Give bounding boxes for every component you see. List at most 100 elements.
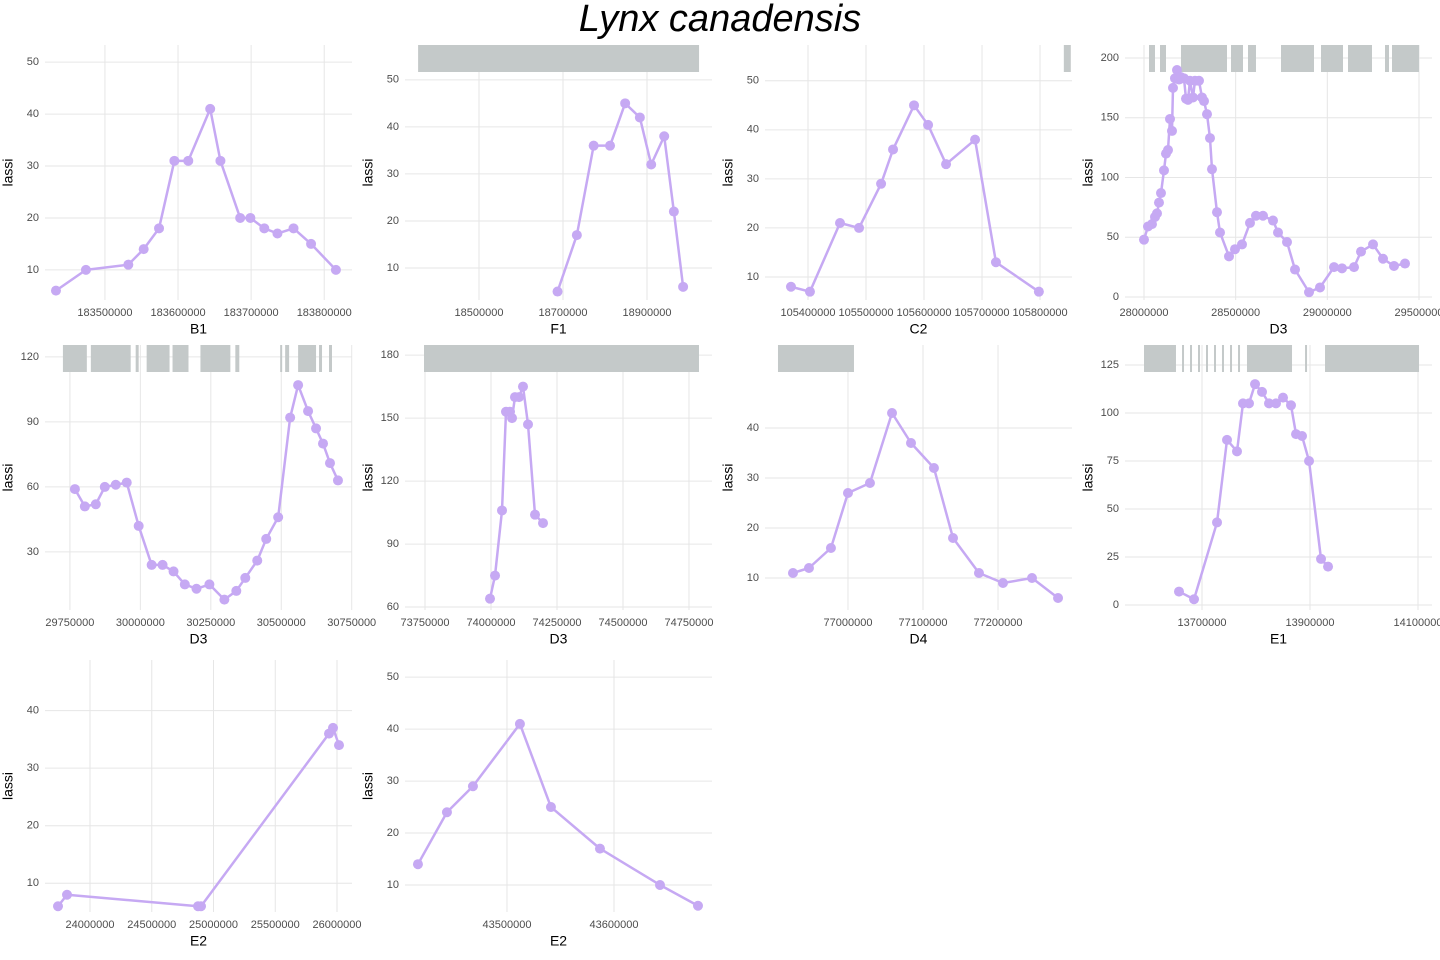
panel: 0 25 50 75 100 125 13700000 13900000 14100000 E1 l… (1080, 345, 1440, 647)
point (259, 223, 270, 234)
point (1206, 164, 1217, 175)
panel: 30 60 90 120 29750000 30000000 30250000 3050000… (0, 345, 376, 647)
region (172, 345, 189, 372)
y-tick-label: 40 (747, 422, 759, 434)
point (997, 578, 1008, 588)
region (1320, 45, 1343, 72)
point (303, 406, 314, 417)
region (1063, 45, 1071, 72)
point (219, 594, 230, 605)
point (1151, 208, 1162, 219)
point (1297, 431, 1308, 442)
region (1280, 45, 1314, 72)
y-tick-label: 40 (747, 124, 759, 136)
point (804, 286, 815, 297)
point (240, 572, 251, 583)
point (1250, 210, 1261, 221)
y-tick-label: 30 (27, 762, 39, 774)
point (80, 264, 91, 275)
x-tick-label: 43600000 (590, 919, 639, 931)
point (1244, 217, 1255, 228)
x-tick-label: 74500000 (599, 617, 648, 629)
point (1162, 145, 1173, 156)
y-tick-label: 50 (1107, 231, 1119, 243)
region (1384, 45, 1389, 72)
point (154, 223, 165, 234)
point (169, 155, 180, 166)
point (168, 566, 179, 577)
point (1278, 392, 1289, 403)
point (215, 155, 226, 166)
point (854, 222, 865, 233)
series-line (73, 383, 340, 601)
x-tick-label: 183700000 (224, 307, 279, 319)
y-tick-label: 10 (387, 262, 399, 274)
point (876, 178, 887, 189)
y-tick-label: 50 (387, 74, 399, 86)
y-tick-label: 50 (387, 671, 399, 683)
point (1174, 586, 1185, 597)
y-tick-label: 125 (1101, 359, 1119, 371)
y-axis-title: lassi (360, 772, 376, 800)
point (1257, 210, 1268, 221)
point (205, 103, 216, 114)
y-tick-label: 20 (747, 522, 759, 534)
y-tick-label: 30 (387, 775, 399, 787)
y-tick-label: 0 (1113, 291, 1119, 303)
x-tick-label: 14100000 (1394, 617, 1440, 629)
point (1198, 96, 1209, 107)
point (530, 509, 541, 520)
y-tick-label: 90 (387, 538, 399, 550)
region (1230, 345, 1233, 372)
y-tick-label: 30 (387, 168, 399, 180)
y-tick-label: 200 (1101, 52, 1119, 64)
point (235, 212, 246, 223)
panel: 60 90 120 150 180 73750000 74000000 74250000 745… (360, 345, 714, 647)
point (90, 499, 101, 510)
point (272, 228, 283, 239)
point (970, 134, 981, 145)
x-tick-label: 30250000 (186, 617, 235, 629)
x-tick-label: 25000000 (189, 919, 238, 931)
y-tick-label: 20 (27, 820, 39, 832)
point (514, 718, 525, 729)
panel: 10 20 30 40 77000000 77100000 77200000 D4 lassi (720, 345, 1072, 647)
x-tick-label: 74000000 (467, 617, 516, 629)
x-tick-label: 77000000 (824, 617, 873, 629)
y-tick-label: 150 (1101, 112, 1119, 124)
series-line (488, 385, 544, 599)
y-tick-label: 20 (387, 215, 399, 227)
point (588, 140, 599, 151)
y-tick-label: 10 (27, 264, 39, 276)
y-tick-label: 10 (27, 877, 39, 889)
point (787, 568, 798, 578)
point (785, 281, 796, 292)
x-tick-label: 30500000 (257, 617, 306, 629)
point (53, 901, 64, 912)
y-axis-title: lassi (720, 463, 736, 491)
point (245, 212, 256, 223)
y-axis-title: lassi (360, 463, 376, 491)
y-tick-label: 30 (747, 173, 759, 185)
y-tick-label: 40 (27, 108, 39, 120)
region (1347, 45, 1372, 72)
x-tick-label: 74750000 (665, 617, 714, 629)
point (183, 155, 194, 166)
y-tick-label: 120 (21, 351, 39, 363)
point (328, 722, 339, 733)
y-tick-label: 40 (387, 723, 399, 735)
region (1230, 45, 1243, 72)
x-tick-label: 105500000 (838, 307, 893, 319)
point (538, 518, 549, 529)
series-line (792, 411, 1059, 599)
y-tick-label: 50 (27, 56, 39, 68)
point (1166, 125, 1177, 136)
y-tick-label: 60 (27, 481, 39, 493)
x-tick-label: 105800000 (1013, 307, 1068, 319)
series-line (790, 104, 1040, 293)
x-tick-label: 183800000 (297, 307, 352, 319)
series-line (1142, 68, 1406, 294)
x-tick-label: 30750000 (327, 617, 376, 629)
region (1144, 345, 1176, 372)
